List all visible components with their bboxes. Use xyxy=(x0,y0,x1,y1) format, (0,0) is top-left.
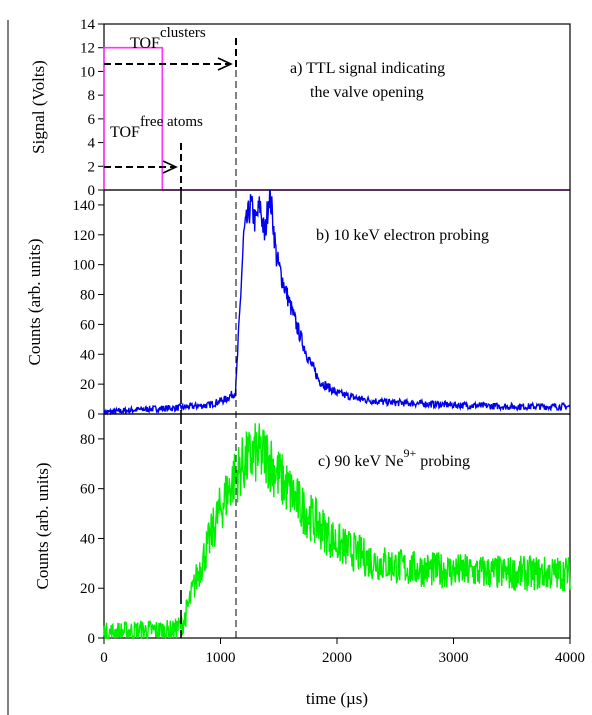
panel-b-ytick-label: 0 xyxy=(88,407,96,423)
tof-clusters-label: TOFclusters xyxy=(130,25,206,52)
panel-a-yticks: 0 2 4 6 8 10 12 14 xyxy=(80,17,104,199)
panel-a-ytick-label: 12 xyxy=(80,41,95,57)
panel-c-annotation-prefix: c) 90 keV Ne xyxy=(318,453,403,470)
panel-a-ytick-label: 8 xyxy=(88,88,96,104)
panel-a-ytick-label: 2 xyxy=(88,159,96,175)
panel-a-ytick-label: 6 xyxy=(88,112,96,128)
panel-c-yticks: 0 20 40 60 80 xyxy=(80,432,104,647)
tof-free-atoms-sup: free atoms xyxy=(140,114,203,130)
tof-free-atoms-label: TOFfree atoms xyxy=(110,114,203,141)
panel-a-annotation-line1: a) TTL signal indicating xyxy=(290,60,445,77)
panel-a-ytick-label: 0 xyxy=(88,183,96,199)
x-axis-label: time (µs) xyxy=(306,689,368,708)
panel-a-ylabel: Signal (Volts) xyxy=(29,60,48,154)
panel-b-ytick-label: 80 xyxy=(80,288,95,304)
panel-b-ytick-label: 120 xyxy=(73,228,96,244)
panel-c-xticks: 0 1000 2000 3000 4000 xyxy=(100,638,585,666)
tof-free-atoms-arrowhead xyxy=(162,160,178,174)
panel-b: 0 20 40 60 80 100 120 140 Counts (arb. units) b… xyxy=(25,189,571,423)
panel-a: 0 2 4 6 8 10 12 14 Signal (Volts) a) TTL signal… xyxy=(29,17,571,199)
tof-clusters-arrowhead xyxy=(217,57,233,71)
panel-c-annotation-suffix: probing xyxy=(416,453,470,470)
panel-c-annotation: c) 90 keV Ne9+ probing xyxy=(318,446,470,470)
panel-b-ytick-label: 40 xyxy=(80,347,95,363)
panel-a-annotation-line2: the valve opening xyxy=(310,84,424,101)
panel-b-frame xyxy=(103,189,571,415)
panel-b-annotation: b) 10 keV electron probing xyxy=(316,227,489,244)
x-tick-label: 0 xyxy=(100,650,108,666)
x-tick-label: 2000 xyxy=(322,650,352,666)
panel-c-ytick-label: 60 xyxy=(80,482,95,498)
x-tick-label: 1000 xyxy=(206,650,236,666)
panel-c: 0 20 40 60 80 0 1000 2000 3000 4000 Counts (arb.… xyxy=(33,413,585,708)
panel-c-ytick-label: 80 xyxy=(80,432,95,448)
tof-clusters-sup: clusters xyxy=(160,25,206,41)
panel-b-ytick-label: 140 xyxy=(73,198,96,214)
panel-c-ytick-label: 20 xyxy=(80,581,95,597)
panel-a-ytick-label: 4 xyxy=(88,136,96,152)
x-tick-label: 3000 xyxy=(439,650,469,666)
panel-b-ytick-label: 20 xyxy=(80,377,95,393)
x-tick-label: 4000 xyxy=(555,650,585,666)
panel-b-ytick-label: 100 xyxy=(73,258,96,274)
panel-c-annotation-sup: 9+ xyxy=(403,446,416,460)
panel-b-ytick-label: 60 xyxy=(80,317,95,333)
tof-clusters-base: TOF xyxy=(130,35,160,52)
tof-free-atoms-base: TOF xyxy=(110,124,140,141)
panel-c-ytick-label: 0 xyxy=(88,631,96,647)
panel-b-yticks: 0 20 40 60 80 100 120 140 xyxy=(73,198,104,423)
panel-b-ylabel: Counts (arb. units) xyxy=(25,238,44,365)
panel-c-frame xyxy=(103,413,571,639)
panel-c-ytick-label: 40 xyxy=(80,531,95,547)
panel-c-ylabel: Counts (arb. units) xyxy=(33,462,52,589)
panel-a-ytick-label: 14 xyxy=(80,17,96,33)
panel-a-frame xyxy=(103,23,571,191)
panel-a-ytick-label: 10 xyxy=(80,64,95,80)
electron-probing-line xyxy=(103,189,571,416)
